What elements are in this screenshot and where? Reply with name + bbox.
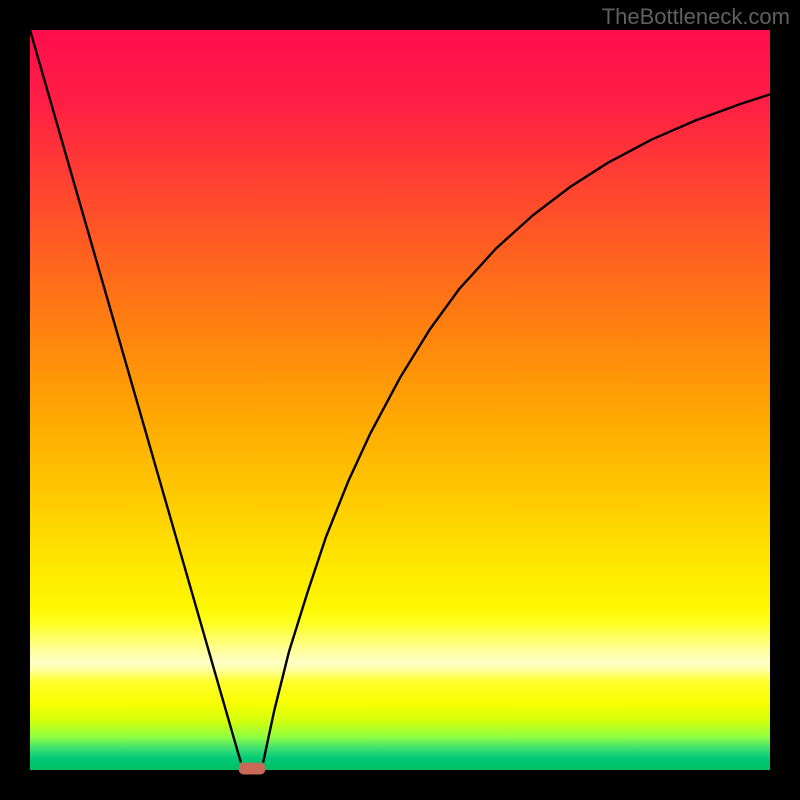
bottleneck-chart: TheBottleneck.com [0, 0, 800, 800]
plot-gradient-background [30, 30, 770, 770]
watermark-text: TheBottleneck.com [602, 4, 790, 29]
bottleneck-marker [239, 763, 266, 775]
